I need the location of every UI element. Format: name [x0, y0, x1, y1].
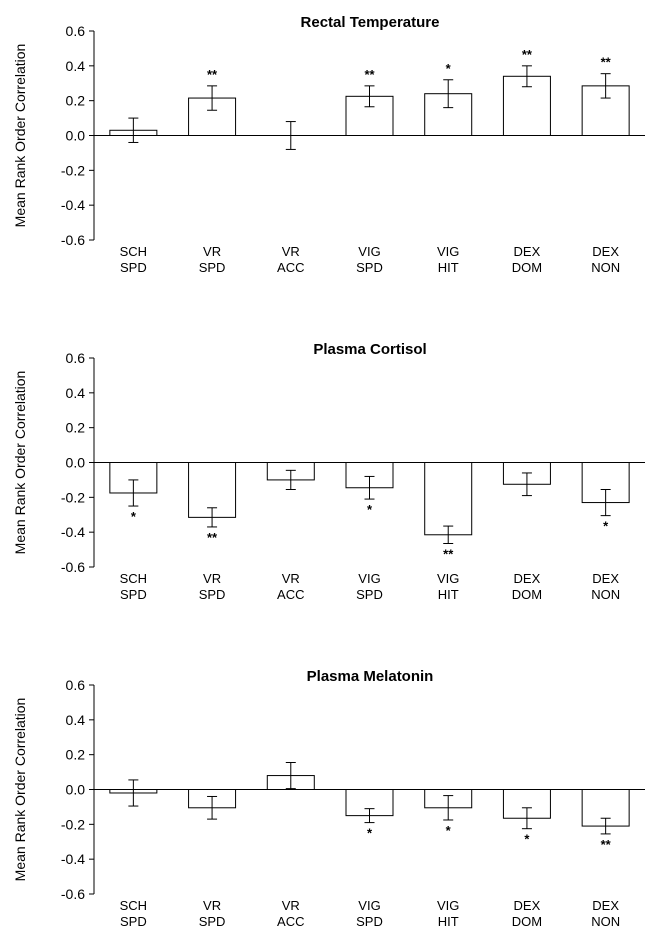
x-tick-label: ACC	[277, 260, 304, 275]
bar	[424, 462, 473, 536]
x-tick-label: HIT	[438, 260, 459, 275]
y-tick-label: 0.0	[66, 128, 86, 144]
significance-marker: **	[601, 55, 612, 70]
significance-marker: *	[131, 509, 137, 524]
significance-marker: **	[364, 67, 375, 82]
x-tick-label: VR	[282, 244, 300, 259]
y-tick-label: 0.4	[66, 385, 86, 401]
chart-title: Rectal Temperature	[301, 14, 440, 31]
chart-title: Plasma Cortisol	[313, 341, 426, 358]
x-tick-label: SPD	[356, 260, 383, 275]
x-tick-label: DEX	[592, 244, 619, 259]
x-tick-label: SPD	[199, 914, 226, 928]
x-tick-label: VIG	[437, 571, 459, 586]
x-tick-label: DEX	[514, 898, 541, 913]
y-tick-label: -0.2	[61, 162, 85, 178]
significance-marker: **	[207, 67, 218, 82]
y-axis-label: Mean Rank Order Correlation	[12, 698, 28, 882]
x-tick-label: VR	[282, 898, 300, 913]
x-tick-label: NON	[591, 260, 620, 275]
y-tick-label: -0.6	[61, 559, 85, 575]
y-tick-label: -0.6	[61, 232, 85, 248]
x-tick-label: SCH	[120, 571, 147, 586]
x-tick-label: VIG	[358, 244, 380, 259]
y-tick-label: 0.6	[66, 350, 86, 366]
y-tick-label: -0.6	[61, 886, 85, 902]
x-tick-label: VIG	[437, 244, 459, 259]
x-tick-label: HIT	[438, 587, 459, 602]
y-tick-label: 0.2	[66, 420, 86, 436]
x-tick-label: VIG	[358, 898, 380, 913]
x-tick-label: DEX	[592, 571, 619, 586]
y-tick-label: 0.6	[66, 677, 86, 693]
x-tick-label: ACC	[277, 914, 304, 928]
significance-marker: *	[446, 61, 452, 76]
x-tick-label: VR	[203, 571, 221, 586]
x-tick-label: VR	[203, 244, 221, 259]
significance-marker: **	[207, 530, 218, 545]
x-tick-label: SPD	[199, 587, 226, 602]
significance-marker: *	[603, 519, 609, 534]
x-tick-label: DEX	[592, 898, 619, 913]
x-tick-label: DEX	[514, 244, 541, 259]
x-tick-label: VR	[203, 898, 221, 913]
x-tick-label: DOM	[512, 587, 542, 602]
chart-title: Plasma Melatonin	[307, 668, 434, 685]
y-tick-label: 0.2	[66, 93, 86, 109]
x-tick-label: SPD	[120, 914, 147, 928]
x-tick-label: NON	[591, 914, 620, 928]
y-tick-label: -0.4	[61, 524, 85, 540]
significance-marker: *	[367, 502, 373, 517]
y-tick-label: 0.2	[66, 747, 86, 763]
y-tick-label: 0.6	[66, 23, 86, 39]
significance-marker: *	[524, 832, 530, 847]
significance-marker: *	[367, 826, 373, 841]
y-tick-label: -0.4	[61, 197, 85, 213]
x-tick-label: DEX	[514, 571, 541, 586]
significance-marker: *	[446, 823, 452, 838]
bar	[502, 789, 551, 819]
y-tick-label: 0.4	[66, 712, 86, 728]
x-tick-label: DOM	[512, 260, 542, 275]
y-tick-label: -0.2	[61, 816, 85, 832]
x-tick-label: SPD	[356, 914, 383, 928]
x-tick-label: SPD	[120, 260, 147, 275]
y-axis-label: Mean Rank Order Correlation	[12, 44, 28, 228]
y-tick-label: 0.4	[66, 58, 86, 74]
x-tick-label: NON	[591, 587, 620, 602]
x-tick-label: ACC	[277, 587, 304, 602]
y-tick-label: 0.0	[66, 455, 86, 471]
x-tick-label: SPD	[356, 587, 383, 602]
significance-marker: **	[443, 546, 454, 561]
y-axis-label: Mean Rank Order Correlation	[12, 371, 28, 555]
significance-marker: **	[522, 47, 533, 62]
significance-marker: **	[601, 837, 612, 852]
x-tick-label: VIG	[437, 898, 459, 913]
x-tick-label: VR	[282, 571, 300, 586]
x-tick-label: DOM	[512, 914, 542, 928]
y-tick-label: -0.2	[61, 489, 85, 505]
x-tick-label: VIG	[358, 571, 380, 586]
x-tick-label: HIT	[438, 914, 459, 928]
x-tick-label: SCH	[120, 244, 147, 259]
x-tick-label: SCH	[120, 898, 147, 913]
y-tick-label: -0.4	[61, 851, 85, 867]
y-tick-label: 0.0	[66, 782, 86, 798]
x-tick-label: SPD	[199, 260, 226, 275]
x-tick-label: SPD	[120, 587, 147, 602]
